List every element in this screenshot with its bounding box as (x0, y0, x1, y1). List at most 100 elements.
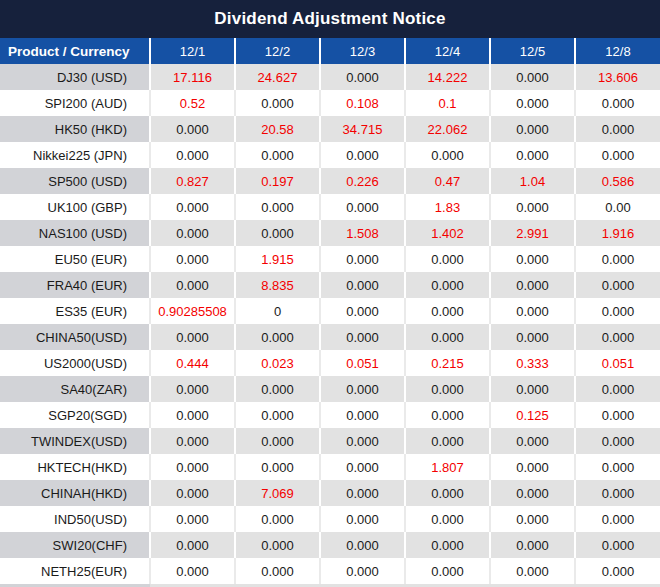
product-cell: Nikkei225 (JPN) (0, 142, 150, 168)
dividend-value-cell: 0.000 (575, 116, 660, 142)
dividend-value-cell: 0.47 (405, 168, 490, 194)
dividend-value-cell: 0.023 (235, 350, 320, 376)
table-row: SP500 (USD)0.8270.1970.2260.471.040.586 (0, 168, 660, 194)
dividend-value-cell: 0.000 (320, 480, 405, 506)
dividend-table: Product / Currency12/112/212/312/412/512… (0, 38, 660, 584)
dividend-value-cell: 0.000 (490, 298, 575, 324)
dividend-value-cell: 0.000 (320, 402, 405, 428)
product-cell: SPI200 (AUD) (0, 90, 150, 116)
dividend-value-cell: 7.069 (235, 480, 320, 506)
dividend-value-cell: 0.000 (405, 142, 490, 168)
dividend-value-cell: 0.444 (150, 350, 235, 376)
dividend-value-cell: 0.1 (405, 90, 490, 116)
product-cell: EU50 (EUR) (0, 246, 150, 272)
dividend-value-cell: 0.000 (490, 428, 575, 454)
dividend-value-cell: 0.000 (490, 506, 575, 532)
dividend-value-cell: 0.000 (320, 324, 405, 350)
dividend-value-cell: 0.000 (575, 90, 660, 116)
dividend-value-cell: 0.000 (490, 246, 575, 272)
dividend-value-cell: 0.000 (150, 532, 235, 558)
column-header-product-currency: Product / Currency (0, 38, 150, 64)
table-row: UK100 (GBP)0.0000.0000.0001.830.0000.00 (0, 194, 660, 220)
dividend-value-cell: 0.00 (575, 194, 660, 220)
dividend-value-cell: 0.000 (490, 90, 575, 116)
dividend-value-cell: 0.000 (235, 506, 320, 532)
table-row: CHINAH(HKD)0.0007.0690.0000.0000.0000.00… (0, 480, 660, 506)
column-header-date: 12/3 (320, 38, 405, 64)
product-cell: CHINA50(USD) (0, 324, 150, 350)
table-row: HK50 (HKD)0.00020.5834.71522.0620.0000.0… (0, 116, 660, 142)
dividend-value-cell: 0.000 (235, 558, 320, 584)
dividend-value-cell: 0.000 (490, 142, 575, 168)
product-cell: TWINDEX(USD) (0, 428, 150, 454)
dividend-value-cell: 0.000 (490, 272, 575, 298)
dividend-value-cell: 0.000 (235, 194, 320, 220)
dividend-value-cell: 0.827 (150, 168, 235, 194)
table-row: ES35 (EUR)0.9028550800.0000.0000.0000.00… (0, 298, 660, 324)
table-row: FRA40 (EUR)0.0008.8350.0000.0000.0000.00… (0, 272, 660, 298)
dividend-value-cell: 0.333 (490, 350, 575, 376)
table-row: SGP20(SGD)0.0000.0000.0000.0000.1250.000 (0, 402, 660, 428)
product-cell: DJ30 (USD) (0, 64, 150, 90)
dividend-value-cell: 0.108 (320, 90, 405, 116)
dividend-value-cell: 0.000 (150, 428, 235, 454)
dividend-value-cell: 0.197 (235, 168, 320, 194)
dividend-value-cell: 0.125 (490, 402, 575, 428)
dividend-value-cell: 0.000 (575, 298, 660, 324)
dividend-value-cell: 0.000 (575, 324, 660, 350)
table-row: HKTECH(HKD)0.0000.0000.0001.8070.0000.00… (0, 454, 660, 480)
dividend-value-cell: 0.000 (235, 142, 320, 168)
product-cell: CHINAH(HKD) (0, 480, 150, 506)
dividend-value-cell: 0.000 (320, 532, 405, 558)
dividend-value-cell: 1.807 (405, 454, 490, 480)
dividend-value-cell: 0.000 (150, 116, 235, 142)
dividend-value-cell: 0 (235, 298, 320, 324)
dividend-value-cell: 0.000 (150, 376, 235, 402)
product-cell: SGP20(SGD) (0, 402, 150, 428)
dividend-value-cell: 1.04 (490, 168, 575, 194)
dividend-value-cell: 0.52 (150, 90, 235, 116)
dividend-value-cell: 22.062 (405, 116, 490, 142)
dividend-value-cell: 0.000 (490, 558, 575, 584)
dividend-value-cell: 0.90285508 (150, 298, 235, 324)
table-row: NAS100 (USD)0.0000.0001.5081.4022.9911.9… (0, 220, 660, 246)
dividend-value-cell: 0.000 (490, 64, 575, 90)
dividend-value-cell: 0.000 (320, 506, 405, 532)
dividend-value-cell: 0.000 (405, 298, 490, 324)
table-row: IND50(USD)0.0000.0000.0000.0000.0000.000 (0, 506, 660, 532)
dividend-value-cell: 0.000 (320, 142, 405, 168)
dividend-value-cell: 0.000 (490, 480, 575, 506)
product-cell: HKTECH(HKD) (0, 454, 150, 480)
dividend-value-cell: 0.000 (235, 90, 320, 116)
dividend-value-cell: 0.000 (320, 246, 405, 272)
dividend-value-cell: 0.000 (405, 272, 490, 298)
dividend-value-cell: 0.586 (575, 168, 660, 194)
dividend-value-cell: 0.000 (405, 246, 490, 272)
product-cell: UK100 (GBP) (0, 194, 150, 220)
dividend-value-cell: 0.000 (150, 246, 235, 272)
dividend-value-cell: 0.000 (405, 402, 490, 428)
table-row: US2000(USD)0.4440.0230.0510.2150.3330.05… (0, 350, 660, 376)
dividend-value-cell: 0.000 (575, 480, 660, 506)
column-header-date: 12/8 (575, 38, 660, 64)
dividend-value-cell: 0.000 (490, 454, 575, 480)
dividend-value-cell: 34.715 (320, 116, 405, 142)
column-header-date: 12/2 (235, 38, 320, 64)
product-cell: FRA40 (EUR) (0, 272, 150, 298)
dividend-value-cell: 0.000 (575, 246, 660, 272)
dividend-value-cell: 1.83 (405, 194, 490, 220)
dividend-value-cell: 24.627 (235, 64, 320, 90)
dividend-value-cell: 1.402 (405, 220, 490, 246)
table-row: Nikkei225 (JPN)0.0000.0000.0000.0000.000… (0, 142, 660, 168)
dividend-value-cell: 0.000 (490, 324, 575, 350)
dividend-value-cell: 0.000 (150, 194, 235, 220)
dividend-value-cell: 0.000 (405, 506, 490, 532)
dividend-value-cell: 0.000 (575, 376, 660, 402)
dividend-value-cell: 0.000 (575, 142, 660, 168)
product-cell: NAS100 (USD) (0, 220, 150, 246)
title-bar: Dividend Adjustment Notice (0, 0, 660, 38)
table-row: SA40(ZAR)0.0000.0000.0000.0000.0000.000 (0, 376, 660, 402)
dividend-value-cell: 0.000 (150, 272, 235, 298)
dividend-value-cell: 0.000 (150, 220, 235, 246)
dividend-adjustment-notice: Dividend Adjustment Notice Product / Cur… (0, 0, 660, 587)
